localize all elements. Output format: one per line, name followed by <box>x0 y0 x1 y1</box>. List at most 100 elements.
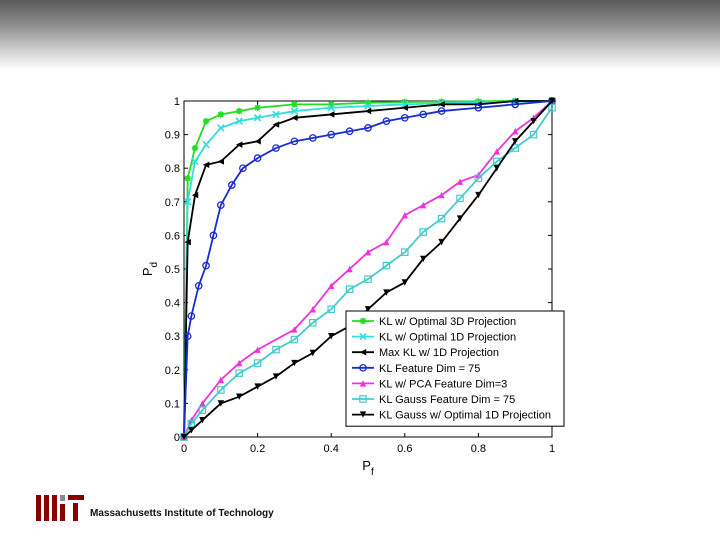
data-point <box>236 107 243 115</box>
y-tick-label: 0.7 <box>165 197 180 209</box>
data-point <box>217 124 225 132</box>
series-line <box>183 100 553 438</box>
data-point <box>227 181 236 189</box>
legend-entry: KL Gauss Feature Dim = 75 <box>352 394 515 406</box>
legend-swatch-marker <box>359 332 367 341</box>
y-tick-label: 0.1 <box>165 398 180 410</box>
data-point <box>437 214 446 223</box>
data-point <box>401 212 408 219</box>
data-point <box>364 124 372 132</box>
data-point <box>548 97 556 105</box>
y-axis-label: Pd <box>140 262 160 276</box>
series-line <box>183 100 552 438</box>
data-point <box>328 101 335 108</box>
y-tick-label: 1 <box>174 96 180 108</box>
data-point <box>272 121 280 128</box>
data-point <box>254 383 261 390</box>
data-point <box>272 373 280 380</box>
data-point <box>191 191 199 199</box>
data-point <box>290 137 299 146</box>
data-point <box>419 228 428 236</box>
data-point <box>309 318 317 327</box>
data-point <box>191 157 199 166</box>
y-tick-label: 0.9 <box>165 130 180 142</box>
data-point <box>217 158 224 165</box>
data-point <box>512 138 519 145</box>
data-point <box>401 98 408 106</box>
data-point <box>253 114 262 122</box>
data-point <box>198 406 207 414</box>
data-point <box>420 201 427 209</box>
data-point <box>291 326 298 333</box>
title-bar-gradient <box>0 0 720 70</box>
data-point <box>438 98 445 105</box>
legend-label: KL Gauss Feature Dim = 75 <box>379 394 515 406</box>
data-point <box>493 148 500 155</box>
x-axis-ticks: 0 0.2 0.4 0.6 0.8 1 <box>181 101 555 455</box>
data-point <box>364 107 372 115</box>
data-point <box>272 345 280 354</box>
data-point <box>327 305 336 314</box>
data-point <box>194 281 203 290</box>
data-point <box>216 201 225 210</box>
data-point <box>290 335 299 344</box>
data-point <box>202 161 210 169</box>
y-tick-label: 0 <box>174 432 180 444</box>
data-point <box>199 417 206 424</box>
data-point <box>254 346 261 353</box>
data-point <box>199 400 206 407</box>
data-point <box>383 289 390 296</box>
data-point <box>456 178 464 185</box>
data-point <box>364 99 372 106</box>
data-point <box>346 265 353 273</box>
data-point <box>474 174 483 183</box>
data-point <box>364 102 372 110</box>
legend-swatch-marker <box>359 411 367 418</box>
data-point <box>401 104 408 111</box>
data-point <box>184 175 191 182</box>
series-line <box>183 100 553 438</box>
x-axis-label: Pf <box>362 458 374 478</box>
x-tick-label: 0.8 <box>471 443 486 455</box>
data-point <box>548 103 556 112</box>
data-point <box>364 306 372 313</box>
data-point <box>474 103 483 112</box>
mit-logo <box>36 495 84 521</box>
data-point <box>235 369 244 377</box>
data-point <box>456 215 464 222</box>
data-point <box>209 231 218 240</box>
data-point <box>309 349 316 357</box>
series-4 <box>180 97 556 441</box>
y-tick-label: 0.3 <box>165 331 180 343</box>
data-point <box>236 359 243 367</box>
data-point <box>438 238 445 246</box>
data-point <box>272 144 280 152</box>
series-line <box>183 107 553 438</box>
data-point <box>217 111 224 118</box>
data-point <box>327 130 336 139</box>
legend-entry: Max KL w/ 1D Projection <box>352 347 499 359</box>
data-point <box>401 279 408 286</box>
data-point <box>291 101 298 108</box>
data-point <box>511 144 520 152</box>
data-point <box>183 198 192 206</box>
data-point <box>187 312 196 320</box>
legend-entry: KL Gauss w/ Optimal 1D Projection <box>352 410 551 422</box>
legend-box <box>345 310 565 427</box>
y-tick-label: 0.4 <box>165 298 180 310</box>
data-point <box>512 128 519 135</box>
data-point <box>328 333 335 340</box>
data-point <box>236 141 243 148</box>
data-point <box>364 275 372 283</box>
data-point <box>254 104 261 111</box>
legend-label: KL Feature Dim = 75 <box>379 363 480 375</box>
y-tick-label: 0.8 <box>165 163 180 175</box>
data-point <box>438 101 445 108</box>
data-point <box>456 194 464 203</box>
data-point <box>217 376 224 384</box>
data-point <box>291 359 298 367</box>
data-point <box>328 282 335 289</box>
legend-label: Max KL w/ 1D Projection <box>379 347 499 359</box>
y-tick-label: 0.5 <box>165 264 180 276</box>
